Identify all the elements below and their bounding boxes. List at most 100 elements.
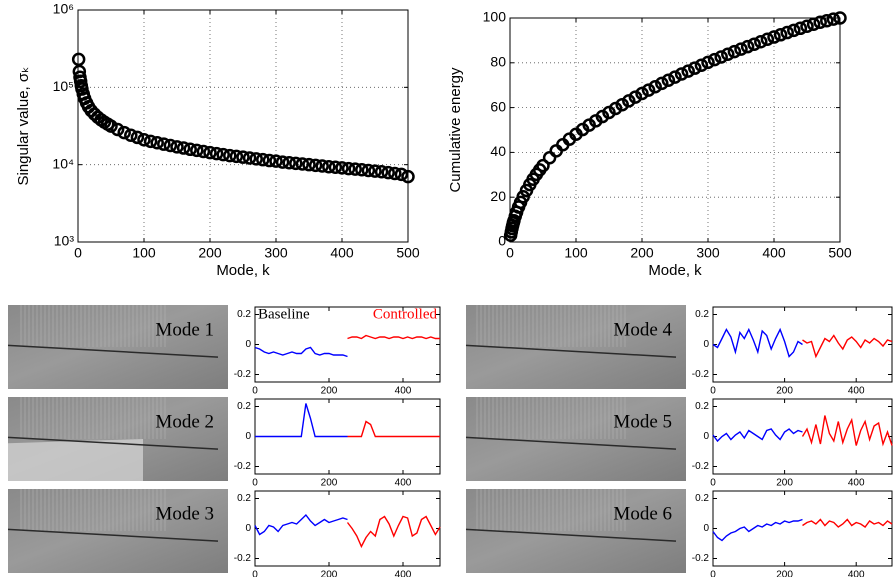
- marker: [137, 132, 151, 147]
- x-tick-label: 400: [330, 245, 354, 261]
- series-line: [254, 346, 348, 358]
- marker: [701, 55, 715, 70]
- marker: [674, 67, 689, 81]
- marker: [793, 21, 808, 36]
- x-tick-label: 400: [848, 570, 865, 577]
- y-tick-label: 10⁵: [53, 78, 74, 94]
- marker: [820, 13, 834, 28]
- marker: [236, 150, 250, 164]
- marker: [308, 158, 323, 173]
- series-line: [347, 334, 440, 340]
- marker: [721, 47, 735, 62]
- marker: [143, 134, 158, 149]
- marker: [110, 122, 125, 137]
- marker: [401, 169, 415, 184]
- marker: [315, 159, 329, 173]
- marker: [374, 164, 389, 179]
- marker: [655, 76, 669, 91]
- x-tick-label: 100: [132, 245, 156, 261]
- y-tick-label: 0: [498, 233, 506, 249]
- flow-image-waves: [476, 305, 626, 347]
- mode-label: Mode 5: [613, 411, 672, 432]
- y-tick-label: 0.2: [237, 401, 251, 412]
- flow-image-streak: [7, 344, 219, 358]
- marker: [740, 39, 755, 54]
- plot-area: [255, 307, 440, 382]
- marker: [780, 25, 794, 40]
- x-tick-label: 200: [776, 570, 793, 577]
- x-tick-label: 200: [198, 245, 222, 261]
- marker: [628, 90, 643, 104]
- marker: [773, 28, 788, 42]
- marker: [806, 17, 821, 32]
- x-tick-label: 0: [252, 570, 258, 577]
- y-tick-label: 0.2: [237, 309, 251, 320]
- marker: [275, 155, 290, 169]
- marker: [328, 160, 343, 175]
- marker: [394, 167, 409, 182]
- marker: [242, 151, 257, 165]
- x-tick-label: 0: [710, 386, 716, 397]
- x-tick-label: 500: [828, 245, 852, 261]
- y-tick-label: 0: [703, 431, 709, 442]
- y-tick-label: -0.2: [692, 553, 710, 564]
- y-tick-label: 0: [245, 523, 251, 534]
- x-tick-label: 0: [252, 386, 258, 397]
- x-tick-label: 0: [506, 245, 514, 261]
- marker: [256, 152, 270, 167]
- y-tick-label: 0: [703, 339, 709, 350]
- marker: [536, 158, 550, 173]
- marker: [767, 30, 781, 44]
- x-tick-label: 400: [395, 478, 412, 489]
- x-tick-label: 400: [395, 386, 412, 397]
- marker: [826, 12, 841, 26]
- y-tick-label: 10³: [54, 233, 75, 249]
- marker: [335, 161, 349, 175]
- flow-image-waves: [18, 397, 168, 439]
- marker: [727, 44, 742, 59]
- marker: [368, 164, 382, 178]
- marker: [196, 144, 211, 159]
- y-tick-label: 80: [490, 54, 506, 70]
- marker: [176, 141, 191, 155]
- marker: [262, 153, 277, 168]
- marker: [694, 58, 709, 73]
- marker: [117, 125, 131, 140]
- x-tick-label: 300: [696, 245, 720, 261]
- flow-image-streak: [465, 344, 677, 358]
- marker: [295, 157, 310, 171]
- series-line: [712, 518, 803, 542]
- y-axis-label: Singular value, σₖ: [15, 66, 32, 185]
- flow-image-streak: [7, 436, 219, 450]
- marker: [269, 154, 283, 168]
- flow-image-streak: [7, 528, 219, 542]
- flow-image-region: [8, 439, 143, 481]
- marker: [130, 130, 145, 145]
- mode-label: Mode 1: [155, 319, 214, 340]
- flow-image-streak: [465, 528, 677, 542]
- series-line: [802, 334, 893, 359]
- series-line: [801, 415, 893, 447]
- mode-label: Mode 3: [155, 503, 214, 524]
- marker: [833, 11, 847, 25]
- axes-frame: [254, 306, 441, 383]
- axes-frame: [509, 17, 841, 243]
- marker: [661, 73, 676, 88]
- x-tick-label: 400: [762, 245, 786, 261]
- marker: [289, 156, 303, 171]
- marker: [681, 64, 695, 78]
- marker: [754, 34, 768, 49]
- x-tick-label: 0: [710, 570, 716, 577]
- x-tick-label: 0: [252, 478, 258, 489]
- x-tick-label: 200: [321, 570, 338, 577]
- marker: [163, 138, 178, 153]
- marker: [608, 101, 623, 116]
- marker: [641, 83, 656, 97]
- marker: [707, 52, 722, 67]
- marker: [361, 163, 376, 178]
- plot-area: [713, 491, 892, 566]
- series-line: [712, 327, 803, 358]
- marker: [542, 151, 557, 165]
- legend-label: Baseline: [258, 306, 310, 322]
- y-tick-label: -0.2: [692, 461, 710, 472]
